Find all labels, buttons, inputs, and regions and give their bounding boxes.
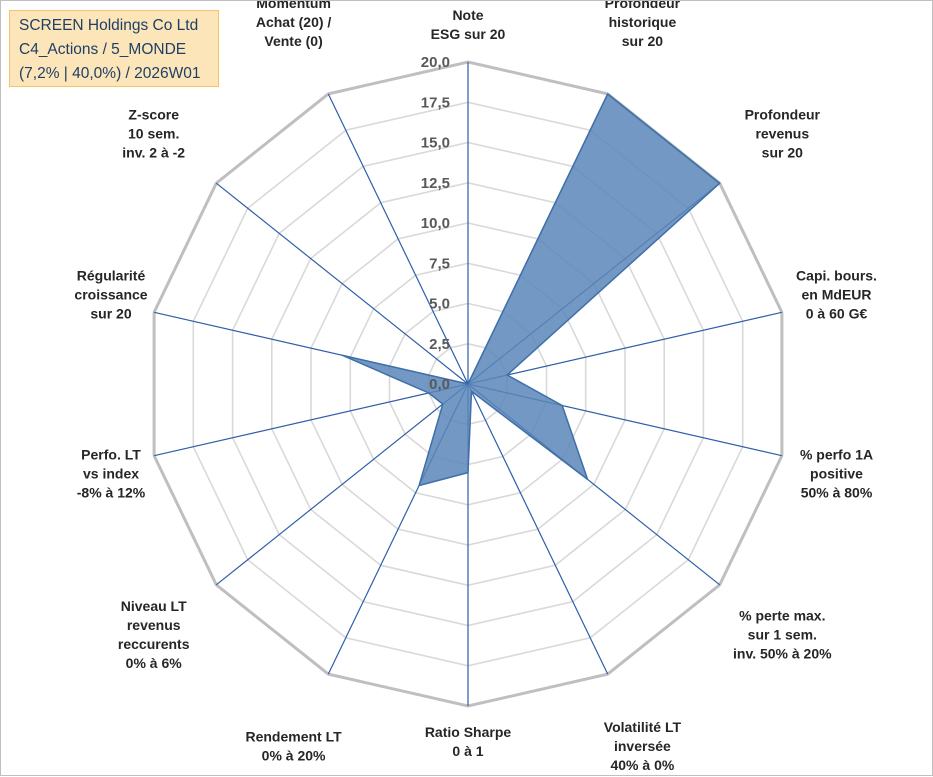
- axis-label: Régularité croissance sur 20: [74, 268, 147, 322]
- axis-label-line: reccurents: [118, 636, 190, 652]
- axis-label-line: 10 sem.: [128, 125, 179, 141]
- data-point: [586, 477, 590, 481]
- axis-label-line: -8% à 12%: [77, 485, 146, 501]
- tick-label: 12,5: [421, 175, 450, 192]
- axis-label: Note ESG sur 20: [431, 7, 506, 42]
- chart-title-box: SCREEN Holdings Co Ltd C4_Actions / 5_MO…: [9, 10, 219, 87]
- data-point: [560, 404, 564, 408]
- axis-label: Z-score 10 sem. inv. 2 à -2: [122, 106, 185, 160]
- axis-spoke: [215, 182, 469, 385]
- tick-label: 2,5: [429, 336, 450, 353]
- data-point: [417, 484, 421, 488]
- axis-label-line: Vente (0): [264, 33, 322, 49]
- data-point: [466, 471, 470, 475]
- axis-spoke: [467, 311, 783, 385]
- title-category: C4_Actions / 5_MONDE: [19, 41, 187, 58]
- axis-label: Profondeur historique sur 20: [605, 1, 681, 49]
- axis-label-line: en MdEUR: [802, 287, 872, 303]
- axis-label-line: sur 20: [622, 33, 663, 49]
- tick-label: 17,5: [421, 94, 450, 111]
- axis-label-line: positive: [810, 466, 863, 482]
- tick-label: 0,0: [429, 376, 450, 393]
- axis-label-line: 50% à 80%: [801, 485, 873, 501]
- axis-label-line: 0% à 20%: [262, 748, 326, 764]
- data-point: [606, 92, 610, 96]
- axis-spoke: [327, 93, 469, 385]
- tick-label: 10,0: [421, 215, 450, 232]
- axis-label: Momentum Achat (20) / Vente (0): [256, 1, 332, 49]
- tick-label: 15,0: [421, 135, 450, 152]
- axis-label-line: % perte max.: [739, 608, 825, 624]
- axis-spoke: [153, 383, 469, 457]
- axis-label: % perte max. sur 1 sem. inv. 50% à 20%: [733, 608, 832, 662]
- axis-label: Ratio Sharpe 0 à 1: [425, 724, 512, 759]
- axis-label-line: Z-score: [128, 106, 179, 122]
- axis-label-line: Volatilité LT: [604, 719, 682, 735]
- axis-label-line: historique: [609, 14, 677, 30]
- axis-label-line: inv. 50% à 20%: [733, 646, 832, 662]
- axis-label-line: Achat (20) /: [256, 14, 332, 30]
- axis-label-line: 40% à 0%: [610, 757, 674, 773]
- data-point: [470, 389, 474, 393]
- axis-label-line: 0 à 1: [452, 743, 483, 759]
- title-company: SCREEN Holdings Co Ltd: [19, 17, 199, 34]
- axis-label-line: Profondeur: [605, 1, 681, 11]
- axis-label: Rendement LT 0% à 20%: [245, 729, 342, 764]
- series: [340, 92, 722, 488]
- axis-label: Profondeur revenus sur 20: [745, 106, 821, 160]
- data-point: [340, 353, 344, 357]
- axis-label-line: inv. 2 à -2: [122, 144, 185, 160]
- axis-label-line: vs index: [83, 466, 139, 482]
- data-point: [718, 181, 722, 185]
- axis-label: Volatilité LT inversée 40% à 0%: [604, 719, 682, 773]
- radial-tick-labels: 0,0 2,5 5,0 7,5 10,0 12,5 15,0 17,5 20,0: [421, 54, 450, 393]
- axis-label-line: % perfo 1A: [800, 447, 873, 463]
- axis-label-line: revenus: [127, 617, 181, 633]
- axis-label-line: Rendement LT: [245, 729, 342, 745]
- axis-label-line: croissance: [74, 287, 147, 303]
- data-point: [441, 402, 445, 406]
- axis-label-line: revenus: [755, 125, 809, 141]
- axis-label-line: Note: [452, 7, 483, 23]
- axis-label: Perfo. LT vs index -8% à 12%: [77, 447, 146, 501]
- axis-label-line: Niveau LT: [121, 598, 187, 614]
- axis-label-line: Momentum: [256, 1, 331, 11]
- axis-label-line: inversée: [614, 738, 671, 754]
- series-area: [341, 93, 721, 487]
- tick-label: 20,0: [421, 54, 450, 71]
- data-point: [466, 382, 470, 386]
- axis-labels: Note ESG sur 20 Profondeur historique sur 20…: [74, 1, 877, 773]
- axis-label: % perfo 1A positive 50% à 80%: [800, 447, 873, 501]
- axis-label-line: sur 1 sem.: [748, 627, 817, 643]
- title-params: (7,2% | 40,0%) / 2026W01: [19, 65, 201, 82]
- axis-label-line: Perfo. LT: [81, 447, 141, 463]
- axis-label-line: 0 à 60 G€: [806, 306, 868, 322]
- axis-label-line: Capi. bours.: [796, 268, 877, 284]
- axis-label-line: ESG sur 20: [431, 26, 506, 42]
- tick-label: 5,0: [429, 296, 450, 313]
- axis-label-line: Profondeur: [745, 106, 821, 122]
- axis-spoke: [215, 383, 469, 586]
- axis-label-line: sur 20: [762, 144, 803, 160]
- data-point: [505, 373, 509, 377]
- axis-label-line: 0% à 6%: [126, 655, 183, 671]
- axis-label-line: sur 20: [90, 306, 131, 322]
- axis-spoke: [467, 383, 609, 675]
- axis-label: Niveau LT revenus reccurents 0% à 6%: [118, 598, 190, 671]
- tick-label: 7,5: [429, 255, 450, 272]
- axis-label: Capi. bours. en MdEUR 0 à 60 G€: [796, 268, 877, 322]
- axis-label-line: Régularité: [77, 268, 146, 284]
- axis-label-line: Ratio Sharpe: [425, 724, 512, 740]
